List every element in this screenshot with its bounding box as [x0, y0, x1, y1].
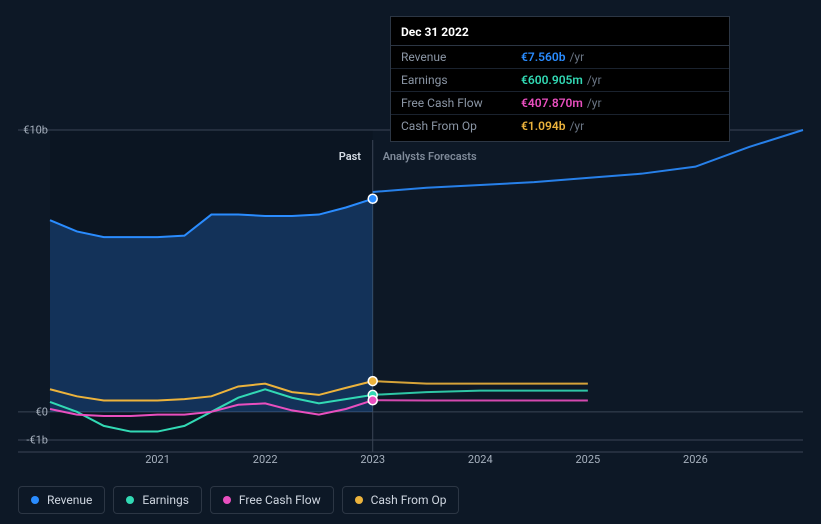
tooltip-metric-value: €7.560b: [521, 50, 565, 64]
forecast-label: Analysts Forecasts: [383, 150, 477, 163]
tooltip-metric-label: Cash From Op: [401, 119, 521, 133]
legend-item[interactable]: Earnings: [113, 486, 202, 514]
x-axis-tick-label: 2023: [360, 453, 385, 466]
tooltip-metric-label: Revenue: [401, 50, 521, 64]
legend-label: Revenue: [47, 493, 92, 507]
y-axis-tick-label: -€1b: [8, 434, 48, 447]
legend-dot-icon: [355, 496, 363, 504]
y-axis-tick-label: €0: [8, 405, 48, 418]
legend-item[interactable]: Cash From Op: [342, 486, 460, 514]
tooltip-metric-value: €407.870m: [521, 96, 583, 110]
tooltip-date: Dec 31 2022: [391, 17, 729, 46]
tooltip-row: Revenue€7.560b/yr: [391, 46, 729, 69]
tooltip-metric-unit: /yr: [569, 119, 584, 133]
y-axis-tick-label: €10b: [8, 124, 48, 137]
x-axis-tick-label: 2026: [683, 453, 708, 466]
tooltip-metric-value: €1.094b: [521, 119, 565, 133]
legend-dot-icon: [223, 496, 231, 504]
legend-dot-icon: [126, 496, 134, 504]
tooltip-row: Free Cash Flow€407.870m/yr: [391, 92, 729, 115]
legend-label: Cash From Op: [371, 493, 447, 507]
chart-tooltip: Dec 31 2022 Revenue€7.560b/yrEarnings€60…: [390, 16, 730, 142]
tooltip-row: Earnings€600.905m/yr: [391, 69, 729, 92]
tooltip-metric-unit: /yr: [587, 73, 602, 87]
tooltip-metric-unit: /yr: [569, 50, 584, 64]
legend-label: Free Cash Flow: [239, 493, 321, 507]
tooltip-metric-unit: /yr: [587, 96, 602, 110]
x-axis-tick-label: 2025: [575, 453, 600, 466]
tooltip-metric-label: Earnings: [401, 73, 521, 87]
x-axis-tick-label: 2022: [253, 453, 278, 466]
tooltip-metric-label: Free Cash Flow: [401, 96, 521, 110]
legend-label: Earnings: [142, 493, 189, 507]
legend-dot-icon: [31, 496, 39, 504]
legend-item[interactable]: Revenue: [18, 486, 105, 514]
tooltip-row: Cash From Op€1.094b/yr: [391, 115, 729, 141]
x-axis-tick-label: 2024: [468, 453, 493, 466]
chart-legend: Revenue Earnings Free Cash Flow Cash From O…: [18, 486, 459, 514]
tooltip-metric-value: €600.905m: [521, 73, 583, 87]
x-axis-tick-label: 2021: [145, 453, 170, 466]
legend-item[interactable]: Free Cash Flow: [210, 486, 334, 514]
past-label: Past: [339, 150, 361, 163]
